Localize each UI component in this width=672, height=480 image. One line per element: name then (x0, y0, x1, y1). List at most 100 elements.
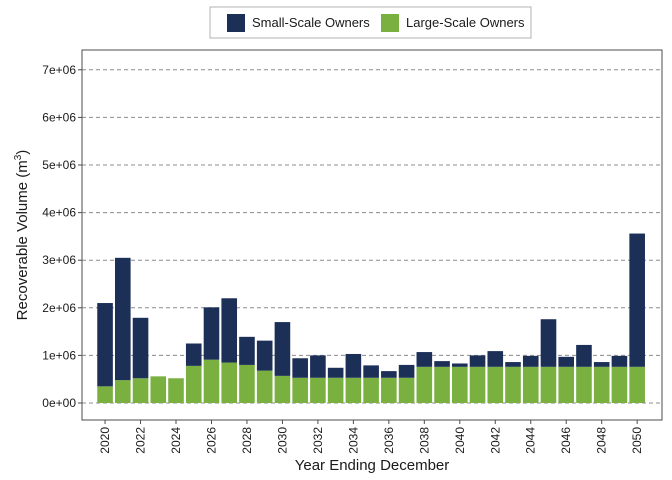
bar-large-scale-2038 (416, 366, 433, 403)
bar-small-scale-2027 (221, 298, 238, 363)
y-axis: 0e+00 1e+06 2e+06 3e+06 4e+06 5e+06 6e+06 7e+06 (42, 63, 82, 410)
bar-small-scale-2021 (114, 257, 131, 381)
bar-small-scale-2026 (203, 307, 220, 360)
x-tick-label: 2026 (204, 427, 218, 454)
bar-large-scale-2028 (239, 364, 255, 403)
legend: Small-Scale Owners Large-Scale Owners (209, 6, 532, 39)
bar-small-scale-2045 (540, 319, 557, 367)
legend-key-large-scale (381, 14, 399, 32)
bar-small-scale-2049 (611, 355, 628, 367)
x-tick-label: 2038 (417, 427, 431, 454)
bar-small-scale-2036 (381, 371, 397, 378)
y-axis-title-main: Recoverable Volume (m (14, 160, 31, 320)
bar-large-scale-2042 (487, 366, 504, 403)
bar-large-scale-2043 (505, 366, 521, 403)
bar-large-scale-2026 (203, 359, 220, 403)
bar-large-scale-2020 (97, 386, 113, 403)
bar-large-scale-2039 (434, 366, 450, 403)
x-tick-label: 2046 (559, 427, 573, 454)
bar-large-scale-2047 (576, 366, 592, 403)
x-tick-label: 2044 (524, 427, 538, 454)
x-tick-label: 2040 (453, 427, 467, 454)
bar-small-scale-2033 (327, 367, 344, 378)
bar-large-scale-2044 (522, 366, 539, 403)
bar-large-scale-2036 (381, 377, 397, 403)
bar-small-scale-2034 (345, 353, 362, 378)
y-tick-label: 1e+06 (42, 348, 76, 362)
x-tick-label: 2028 (240, 427, 254, 454)
bar-small-scale-2032 (310, 355, 326, 378)
gridlines (82, 69, 662, 404)
x-tick-label: 2032 (311, 427, 325, 454)
bar-large-scale-2035 (363, 377, 379, 403)
x-axis-title: Year Ending December (295, 457, 450, 474)
bar-small-scale-2047 (576, 344, 592, 367)
bar-large-scale-2041 (469, 366, 486, 403)
bar-small-scale-2035 (363, 365, 379, 378)
x-tick-label: 2022 (134, 427, 148, 454)
y-tick-label: 2e+06 (42, 301, 76, 315)
y-tick-label: 4e+06 (42, 206, 76, 220)
bar-small-scale-2048 (593, 362, 610, 367)
bar-small-scale-2042 (487, 351, 504, 367)
bar-small-scale-2040 (451, 363, 468, 367)
bar-small-scale-2020 (97, 303, 113, 387)
bar-small-scale-2039 (434, 361, 450, 367)
y-axis-title: Recoverable Volume (m3) (13, 150, 31, 321)
bar-large-scale-2032 (310, 377, 326, 403)
bar-small-scale-2043 (505, 362, 521, 367)
bar-small-scale-2031 (292, 358, 308, 378)
bar-large-scale-2025 (185, 365, 202, 403)
legend-label-large-scale: Large-Scale Owners (406, 15, 525, 30)
bar-small-scale-2025 (185, 343, 202, 366)
bar-large-scale-2030 (274, 375, 291, 403)
bar-small-scale-2030 (274, 322, 291, 376)
x-tick-label: 2050 (630, 427, 644, 454)
y-tick-label: 3e+06 (42, 253, 76, 267)
legend-box (209, 6, 532, 39)
x-tick-label: 2034 (346, 427, 360, 454)
x-tick-label: 2036 (382, 427, 396, 454)
bar-small-scale-2041 (469, 355, 486, 367)
x-tick-label: 2020 (98, 427, 112, 454)
y-tick-label: 5e+06 (42, 158, 76, 172)
bars (97, 233, 645, 403)
bar-small-scale-2029 (256, 340, 273, 371)
bar-large-scale-2023 (150, 376, 167, 403)
bar-large-scale-2048 (593, 366, 610, 403)
y-tick-label: 0e+00 (42, 396, 76, 410)
x-tick-label: 2042 (488, 427, 502, 454)
bar-large-scale-2050 (629, 366, 645, 403)
x-axis: 2020 2022 2024 2026 2028 2030 2032 2034 2036 2038… (98, 420, 644, 454)
bar-large-scale-2045 (540, 366, 557, 403)
bar-small-scale-2022 (132, 317, 149, 379)
bar-small-scale-2050 (629, 233, 645, 367)
y-axis-title-sup: 3 (13, 154, 24, 160)
bar-small-scale-2044 (522, 355, 539, 367)
bar-large-scale-2027 (221, 362, 238, 403)
bar-large-scale-2031 (292, 377, 308, 403)
bar-small-scale-2038 (416, 352, 433, 367)
bar-large-scale-2034 (345, 377, 362, 403)
bar-large-scale-2024 (168, 378, 184, 403)
bar-large-scale-2033 (327, 377, 344, 403)
legend-key-small-scale (227, 14, 245, 32)
legend-label-small-scale: Small-Scale Owners (252, 15, 370, 30)
bar-small-scale-2046 (558, 356, 575, 367)
bar-small-scale-2028 (239, 336, 255, 365)
bar-large-scale-2049 (611, 366, 628, 403)
bar-large-scale-2029 (256, 370, 273, 403)
bar-large-scale-2021 (114, 380, 131, 403)
bar-small-scale-2037 (398, 364, 415, 378)
bar-large-scale-2040 (451, 366, 468, 403)
bar-large-scale-2046 (558, 366, 575, 403)
x-tick-label: 2048 (595, 427, 609, 454)
plot-panel-border (81, 49, 663, 421)
x-tick-label: 2024 (169, 427, 183, 454)
y-tick-label: 7e+06 (42, 63, 76, 77)
y-axis-title-close: ) (14, 150, 31, 155)
x-tick-label: 2030 (275, 427, 289, 454)
bar-large-scale-2022 (132, 378, 149, 403)
y-tick-label: 6e+06 (42, 110, 76, 124)
